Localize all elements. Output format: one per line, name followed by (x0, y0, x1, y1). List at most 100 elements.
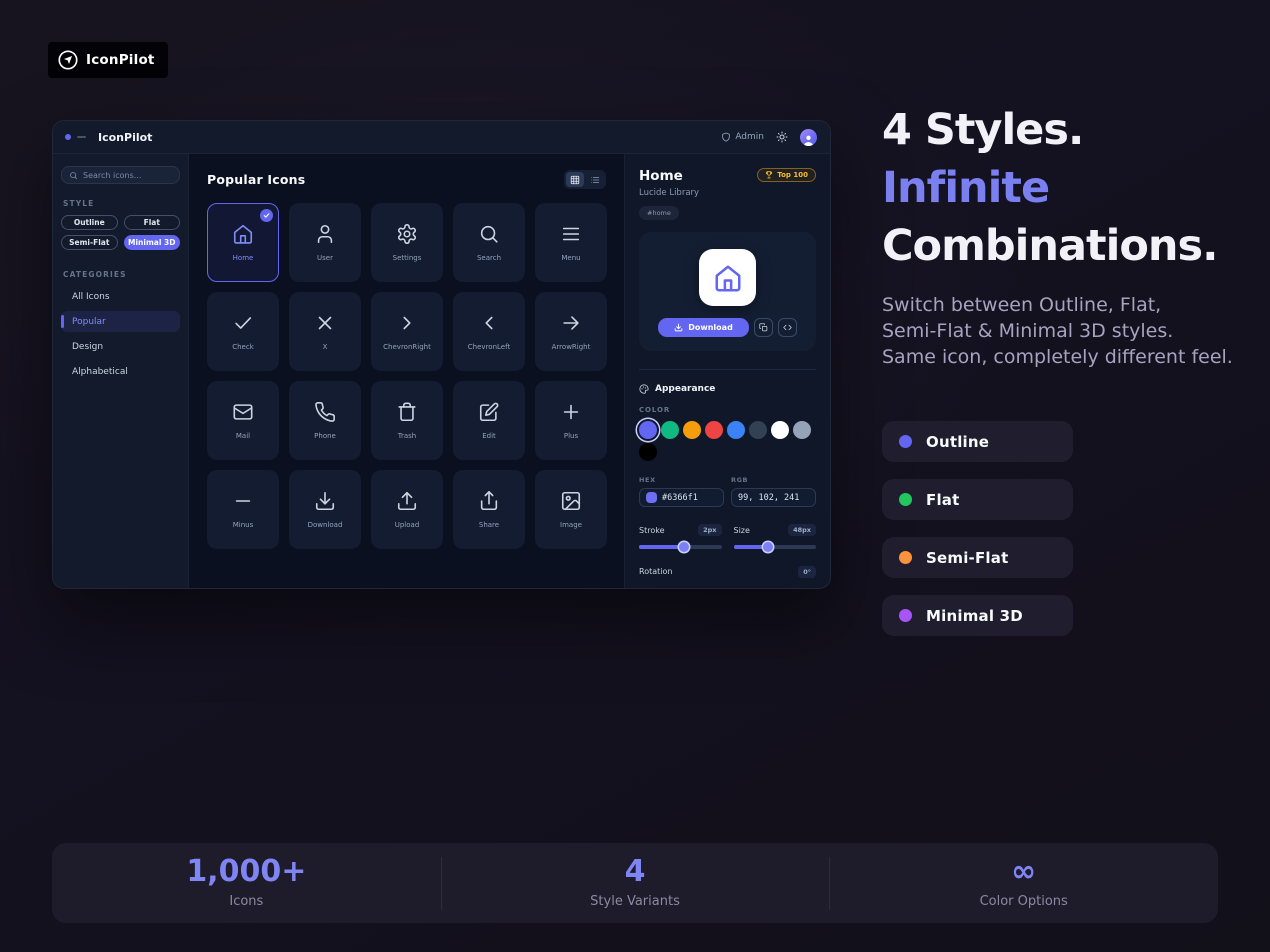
style-chip-flat[interactable]: Flat (882, 479, 1073, 520)
icon-card-mail[interactable]: Mail (207, 381, 279, 460)
icon-card-label: Menu (561, 254, 581, 262)
icon-card-arrow-right[interactable]: ArrowRight (535, 292, 607, 371)
list-view-icon[interactable] (586, 172, 604, 187)
size-slider[interactable] (733, 541, 816, 552)
icon-tag: #home (639, 206, 679, 220)
rgb-input[interactable] (738, 492, 809, 503)
icon-card-upload[interactable]: Upload (371, 470, 443, 549)
style-chip-minimal-3d[interactable]: Minimal 3D (882, 595, 1073, 636)
plus-icon (563, 404, 579, 420)
icon-card-chevron-right[interactable]: ChevronRight (371, 292, 443, 371)
icon-card-download[interactable]: Download (289, 470, 361, 549)
icon-card-home[interactable]: Home (207, 203, 279, 282)
rotation-row: Rotation 0° (639, 565, 816, 578)
chevron-right-icon (403, 316, 411, 330)
categories-section-label: CATEGORIES (63, 270, 127, 279)
search-icon (69, 171, 78, 180)
icon-card-chevron-left[interactable]: ChevronLeft (453, 292, 525, 371)
sun-icon[interactable] (776, 131, 788, 143)
style-button-outline[interactable]: Outline (61, 215, 118, 230)
sidebar-item-popular[interactable]: Popular (61, 311, 180, 332)
icon-card-trash[interactable]: Trash (371, 381, 443, 460)
download-icon (674, 323, 683, 332)
library-name: Lucide Library (639, 188, 700, 198)
swatch-f59e0b[interactable] (683, 421, 701, 439)
icon-card-share[interactable]: Share (453, 470, 525, 549)
hex-field: HEX (639, 476, 724, 507)
style-section-label: STYLE (63, 199, 95, 208)
icon-card-label: Share (478, 521, 500, 529)
window-title: IconPilot (98, 130, 153, 144)
icon-card-label: ChevronLeft (467, 343, 511, 351)
icon-card-label: Phone (314, 432, 336, 440)
icon-card-label: Check (232, 343, 254, 351)
swatch-ef4444[interactable] (705, 421, 723, 439)
hero-heading-line-2: Infinite (882, 163, 1050, 213)
icon-card-edit[interactable]: Edit (453, 381, 525, 460)
icon-card-plus[interactable]: Plus (535, 381, 607, 460)
swatch-000000[interactable] (639, 443, 657, 461)
swatch-6366f1[interactable] (639, 421, 657, 439)
style-button-semi-flat[interactable]: Semi-Flat (61, 235, 118, 250)
check-icon (235, 317, 252, 329)
style-button-flat[interactable]: Flat (123, 215, 180, 230)
sidebar-item-all-icons[interactable]: All Icons (61, 286, 180, 307)
size-slider-thumb[interactable] (763, 541, 774, 552)
icon-card-image[interactable]: Image (535, 470, 607, 549)
copy-icon[interactable] (754, 318, 773, 337)
icon-card-label: X (322, 343, 328, 351)
stat-label: Color Options (979, 894, 1068, 909)
logo: IconPilot (48, 42, 168, 78)
hex-label: HEX (639, 476, 656, 484)
swatch-ffffff[interactable] (771, 421, 789, 439)
download-label: Download (688, 323, 733, 332)
minus-icon (235, 500, 251, 502)
icon-card-label: Minus (232, 521, 254, 529)
style-chip-outline[interactable]: Outline (882, 421, 1073, 462)
icon-card-label: Download (307, 521, 343, 529)
icon-card-label: Plus (563, 432, 579, 440)
main-panel: Popular Icons Home User Settings Search Menu… (189, 154, 624, 588)
stat-icons: 1,000+ Icons (52, 843, 441, 923)
swatch-10b981[interactable] (661, 421, 679, 439)
download-button[interactable]: Download (658, 318, 749, 337)
category-label: Popular (72, 316, 106, 327)
icon-card-x[interactable]: X (289, 292, 361, 371)
detail-title: Home (639, 168, 683, 184)
stroke-value-badge: 2px (698, 524, 722, 536)
sidebar-item-design[interactable]: Design (61, 336, 180, 357)
size-value-badge: 48px (788, 524, 816, 536)
category-label: Alphabetical (72, 366, 128, 377)
icon-card-search[interactable]: Search (453, 203, 525, 282)
icon-card-settings[interactable]: Settings (371, 203, 443, 282)
rotation-label: Rotation (639, 567, 673, 576)
code-icon[interactable] (778, 318, 797, 337)
view-toggle (564, 170, 606, 189)
top-100-badge: Top 100 (757, 168, 816, 182)
swatch-3b82f6[interactable] (727, 421, 745, 439)
icon-card-label: Image (560, 521, 582, 529)
user-avatar-icon[interactable] (800, 128, 817, 146)
icon-card-phone[interactable]: Phone (289, 381, 361, 460)
appearance-heading: Appearance (639, 384, 816, 394)
logo-text: IconPilot (86, 52, 155, 68)
rgb-label: RGB (731, 476, 749, 484)
stats-bar: 1,000+ Icons 4 Style Variants ∞ Color Options (52, 843, 1218, 923)
search-input[interactable] (83, 170, 172, 180)
stat-value: 1,000+ (186, 854, 307, 889)
stroke-slider-thumb[interactable] (679, 541, 690, 552)
sidebar-item-alphabetical[interactable]: Alphabetical (61, 361, 180, 382)
icon-card-check[interactable]: Check (207, 292, 279, 371)
stroke-slider[interactable] (639, 541, 722, 552)
swatch-334155[interactable] (749, 421, 767, 439)
icon-card-menu[interactable]: Menu (535, 203, 607, 282)
style-chip-semi-flat[interactable]: Semi-Flat (882, 537, 1073, 578)
palette-icon (639, 384, 649, 394)
icon-card-minus[interactable]: Minus (207, 470, 279, 549)
grid-view-icon[interactable] (566, 172, 584, 187)
icon-card-user[interactable]: User (289, 203, 361, 282)
style-button-minimal-3d[interactable]: Minimal 3D (123, 235, 180, 250)
hex-input[interactable] (662, 492, 717, 503)
sidebar: STYLE Outline Flat Semi-Flat Minimal 3D CAT… (53, 154, 189, 588)
swatch-94a3b8[interactable] (793, 421, 811, 439)
